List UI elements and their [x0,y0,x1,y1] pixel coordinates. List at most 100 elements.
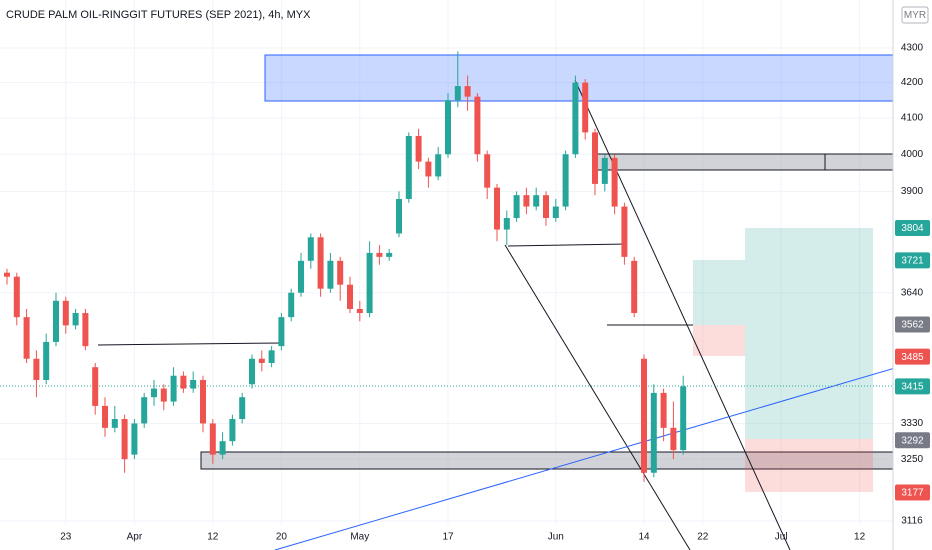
candle-body [219,441,226,455]
price-label: 3562 [901,320,924,331]
candle-body [376,252,383,257]
candle-body [102,405,108,428]
candle-body [209,423,216,455]
candle-body [200,379,206,424]
candle-body [680,386,687,451]
y-tick-label: 4000 [901,149,924,160]
channel-line [504,244,691,550]
candle-body [621,206,628,257]
candle-body [386,252,393,257]
x-tick-label: Jul [775,532,788,543]
candle-body [13,276,20,318]
price-label-box [895,316,930,333]
candle-body [601,157,608,184]
x-tick-label: 23 [60,532,72,543]
drawings [0,54,896,550]
x-tick-label: 17 [442,532,454,543]
candle-body [356,308,363,314]
candle-body [180,375,187,389]
candle-body [366,252,373,314]
candle-body [151,388,157,398]
candle-body [33,358,40,380]
candle-body [249,358,255,385]
target-zone [693,260,745,325]
candle-body [641,358,647,473]
candle-body [503,218,510,230]
candle-body [347,284,353,309]
candle-body [23,317,30,359]
price-label: 3292 [901,435,924,446]
candle-body [82,313,89,347]
trend-line [97,342,283,346]
candle-body [405,135,412,199]
candle-body [278,317,285,347]
candle-body [513,195,520,219]
price-label-box [895,378,930,395]
candle-body [464,86,471,97]
candle-body [454,86,461,101]
x-tick-label: 20 [276,532,288,543]
candle-body [552,206,559,219]
currency-box [901,6,929,24]
channel-line [574,79,791,550]
candle-body [337,260,344,285]
y-tick-label: 3250 [901,454,924,465]
candle-body [288,292,295,318]
candle-body [239,397,246,420]
price-axis [893,0,932,550]
candle-body [229,419,236,442]
trend-line [274,367,896,550]
candle-body [160,388,167,402]
candle-body [131,423,138,455]
candle-body [494,187,500,230]
candle-body [92,367,99,406]
y-tick-label: 3640 [901,287,924,298]
candle-body [592,132,598,184]
candle-body [474,96,481,155]
trend-line [507,243,628,247]
candle-body [327,260,334,289]
y-tick-label: 3330 [901,418,924,429]
currency: MYR [904,10,926,21]
price-label: 3177 [901,488,924,499]
candle-body [62,300,69,326]
candle-body [268,350,275,363]
candle-body [141,397,148,424]
candle-body [111,419,118,428]
candle-body [298,260,304,293]
candle-body [523,195,530,207]
candle-body [307,237,314,261]
x-tick-label: 12 [207,532,219,543]
candle-body [43,341,50,380]
candle-body [670,427,677,451]
candle-body [4,272,10,277]
price-label: 3485 [901,352,924,363]
candle-body [650,392,657,473]
target-zone [745,228,873,439]
x-tick-label: 14 [638,532,650,543]
price-label-box [895,220,930,237]
x-tick-label: Apr [127,532,143,543]
stop-zone [745,439,873,492]
x-tick-label: 12 [854,532,866,543]
candle-body [435,154,442,177]
price-label-box [895,432,930,449]
y-tick-label: 4100 [901,113,924,124]
price-label-box [895,252,930,269]
resistance-zone [264,54,896,102]
candle-body [572,82,579,155]
candle-body [562,154,569,207]
candle-body [53,300,59,342]
candle-body [425,161,432,177]
candle-body [611,157,618,207]
candle-body [121,419,128,460]
gray-zone [595,153,896,171]
stop-zone [693,325,745,356]
y-tick-label: 3900 [901,186,924,197]
candle-body [72,313,79,326]
x-tick-label: 22 [697,532,709,543]
price-label: 3804 [901,223,924,234]
price-label: 3415 [901,382,924,393]
x-tick-label: May [350,532,369,543]
